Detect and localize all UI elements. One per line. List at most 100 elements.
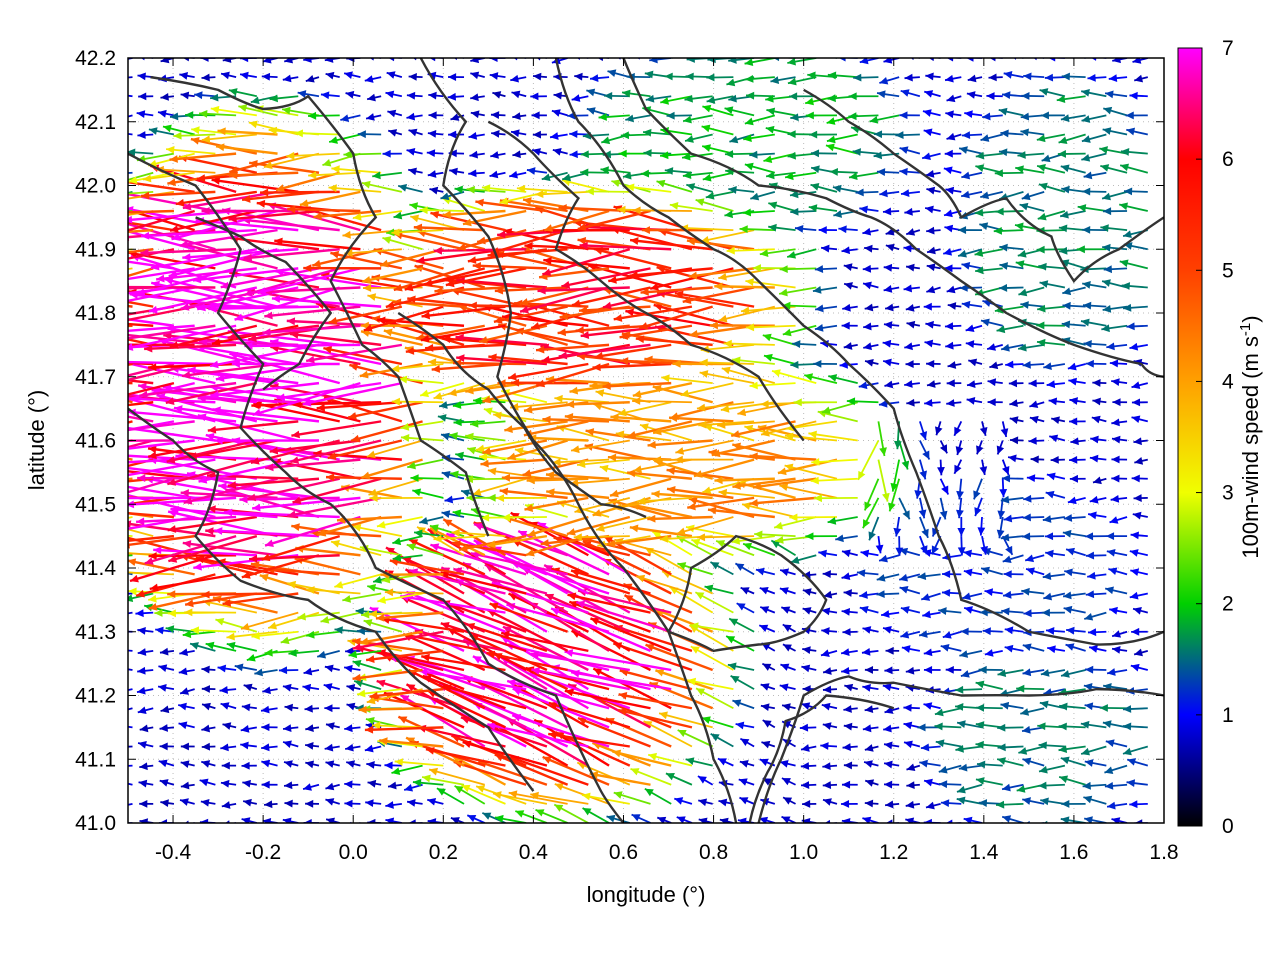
wind-vector bbox=[1040, 111, 1065, 120]
wind-vector bbox=[938, 764, 962, 774]
wind-vector bbox=[864, 799, 879, 808]
wind-vector bbox=[433, 534, 485, 543]
wind-vector bbox=[128, 420, 195, 432]
wind-vector bbox=[217, 664, 237, 673]
wind-vector bbox=[781, 777, 796, 786]
wind-vector bbox=[265, 458, 361, 472]
wind-vector bbox=[944, 322, 962, 331]
wind-vector bbox=[903, 740, 921, 749]
wind-vector bbox=[167, 515, 257, 533]
wind-vector bbox=[975, 740, 1003, 749]
wind-vector bbox=[306, 630, 340, 639]
wind-vector bbox=[947, 361, 962, 369]
wind-vector bbox=[885, 243, 900, 252]
wind-vector bbox=[348, 649, 382, 659]
wind-vector bbox=[837, 58, 858, 62]
wind-vector bbox=[732, 477, 796, 490]
wind-vector bbox=[763, 353, 796, 365]
wind-vector bbox=[1018, 745, 1045, 755]
wind-vector bbox=[1083, 171, 1107, 180]
wind-vector bbox=[822, 798, 838, 806]
wind-vector bbox=[973, 478, 983, 500]
wind-vector bbox=[782, 301, 817, 310]
colorbar-label-sup: -1 bbox=[1237, 323, 1254, 336]
wind-vector bbox=[428, 111, 444, 120]
wind-vector bbox=[996, 757, 1024, 767]
wind-vector bbox=[358, 705, 423, 714]
x-tick-label: 0.0 bbox=[339, 841, 368, 864]
wind-vector bbox=[863, 478, 880, 511]
wind-vector bbox=[843, 761, 858, 770]
wind-vector bbox=[906, 320, 921, 329]
wind-vector bbox=[567, 592, 651, 614]
wind-vector bbox=[635, 574, 693, 595]
wind-vector bbox=[998, 148, 1024, 157]
wind-vector bbox=[811, 457, 858, 466]
wind-vector bbox=[1023, 494, 1045, 503]
wind-vector bbox=[429, 58, 444, 62]
wind-vector bbox=[1134, 819, 1148, 823]
wind-vector bbox=[1001, 91, 1024, 100]
wind-vector bbox=[128, 228, 154, 233]
wind-vector bbox=[925, 72, 941, 81]
wind-vector bbox=[926, 186, 941, 195]
wind-vector bbox=[787, 58, 817, 66]
wind-vector bbox=[324, 704, 340, 713]
wind-vector bbox=[766, 107, 796, 117]
wind-vector bbox=[387, 129, 403, 137]
wind-vector bbox=[482, 381, 548, 404]
wind-vector bbox=[739, 225, 775, 234]
wind-vector bbox=[1038, 781, 1065, 790]
wind-vector bbox=[821, 627, 838, 635]
wind-vector bbox=[182, 630, 216, 639]
wind-vector bbox=[790, 207, 817, 216]
wind-vector bbox=[423, 267, 506, 287]
wind-vector bbox=[688, 267, 755, 280]
wind-vector bbox=[251, 630, 299, 640]
wind-vector bbox=[883, 285, 900, 293]
wind-vector bbox=[201, 742, 216, 751]
wind-vector bbox=[128, 305, 195, 322]
wind-vector bbox=[1067, 362, 1086, 371]
wind-vector bbox=[571, 94, 589, 102]
wind-vector bbox=[128, 209, 237, 224]
wind-vector bbox=[606, 534, 672, 548]
wind-vector bbox=[942, 630, 962, 639]
wind-vector bbox=[1126, 758, 1149, 767]
wind-vector bbox=[128, 764, 133, 767]
wind-vector bbox=[1001, 783, 1024, 792]
wind-vector bbox=[552, 148, 568, 156]
wind-vector bbox=[356, 688, 402, 698]
wind-vector bbox=[699, 370, 755, 385]
wind-vector bbox=[549, 132, 568, 140]
wind-vector bbox=[760, 683, 776, 691]
wind-vector bbox=[346, 684, 361, 692]
wind-vector bbox=[923, 666, 941, 674]
wind-vector bbox=[316, 650, 340, 659]
wind-vector bbox=[470, 93, 485, 102]
wind-vector bbox=[1111, 630, 1128, 638]
wind-vector bbox=[441, 471, 465, 480]
wind-vector bbox=[1092, 476, 1107, 485]
wind-vector bbox=[198, 458, 299, 484]
wind-vector bbox=[1045, 490, 1066, 499]
wind-vector bbox=[1029, 415, 1045, 424]
wind-vector bbox=[977, 516, 986, 536]
wind-vector bbox=[828, 374, 858, 384]
wind-vector bbox=[1091, 415, 1107, 424]
wind-vector bbox=[451, 540, 527, 557]
wind-vector bbox=[814, 324, 838, 332]
wind-vector bbox=[946, 285, 962, 294]
wind-vector bbox=[882, 339, 900, 348]
wind-vector bbox=[918, 497, 927, 519]
wind-vector bbox=[489, 170, 506, 179]
wind-vector bbox=[900, 606, 921, 614]
wind-vector bbox=[361, 180, 403, 193]
wind-vector bbox=[472, 261, 547, 270]
wind-vector bbox=[619, 324, 693, 340]
wind-vector bbox=[768, 201, 796, 212]
wind-vector bbox=[876, 90, 900, 99]
wind-vector bbox=[408, 128, 423, 137]
wind-vector bbox=[946, 132, 962, 141]
wind-vector bbox=[957, 516, 966, 537]
